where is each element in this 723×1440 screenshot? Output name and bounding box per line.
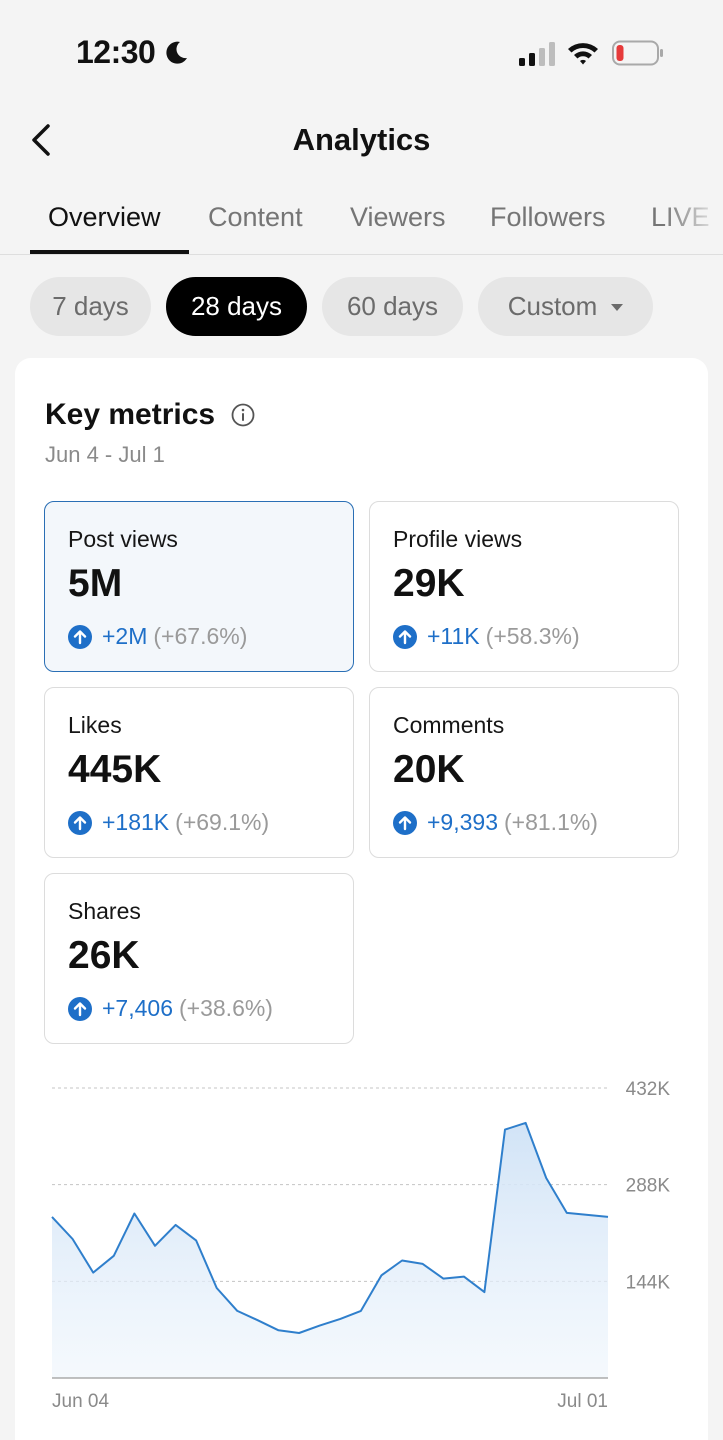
- y-tick-label: 144K: [626, 1272, 671, 1293]
- metric-value: 20K: [393, 748, 465, 791]
- cellular-signal-icon: [519, 42, 555, 66]
- analytics-tabs: Overview Content Viewers Followers LIVE: [0, 180, 723, 255]
- metric-post-views[interactable]: Post views 5M +2M (+67.6%): [44, 501, 354, 672]
- tab-overview[interactable]: Overview: [48, 202, 161, 232]
- status-time: 12:30: [76, 34, 156, 70]
- tabs-fade: [663, 180, 723, 254]
- metric-value: 29K: [393, 562, 465, 605]
- metric-percent: (+81.1%): [504, 809, 598, 835]
- nav-header: Analytics: [0, 100, 723, 180]
- metric-value: 445K: [68, 748, 162, 791]
- metric-likes[interactable]: Likes 445K +181K (+69.1%): [44, 687, 354, 858]
- chip-label: 60 days: [346, 291, 439, 321]
- period-filters: 7 days 28 days 60 days Custom: [0, 277, 723, 337]
- chevron-left-icon[interactable]: [24, 120, 60, 160]
- chip-28-days[interactable]: 28 days: [166, 277, 307, 336]
- metric-label: Post views: [68, 526, 178, 552]
- metric-change: +181K (+69.1%): [68, 809, 269, 836]
- chip-7-days[interactable]: 7 days: [30, 277, 151, 336]
- chip-custom[interactable]: Custom: [478, 277, 653, 336]
- metric-delta: +9,393: [427, 809, 498, 835]
- post-views-chart: 432K 288K 144K Jun 04 Jul 01: [0, 1070, 723, 1440]
- chip-label: Custom: [507, 291, 598, 321]
- arrow-up-circle-icon: [68, 624, 92, 649]
- active-tab-indicator: [30, 250, 189, 254]
- caret-down-icon: [611, 304, 624, 311]
- page-title: Analytics: [292, 122, 431, 157]
- tab-viewers[interactable]: Viewers: [350, 202, 446, 232]
- y-tick-label: 288K: [626, 1176, 671, 1197]
- post-views-area-chart: 432K 288K 144K Jun 04 Jul 01: [51, 1079, 671, 1412]
- metric-comments[interactable]: Comments 20K +9,393 (+81.1%): [369, 687, 679, 858]
- tab-followers[interactable]: Followers: [490, 202, 606, 232]
- arrow-up-circle-icon: [393, 810, 417, 835]
- moon-icon: [166, 41, 187, 64]
- metric-delta: +181K: [102, 809, 170, 835]
- metric-change: +2M (+67.6%): [68, 623, 247, 650]
- metric-percent: (+69.1%): [175, 809, 270, 835]
- y-tick-label: 432K: [626, 1079, 671, 1100]
- metric-label: Shares: [68, 898, 141, 924]
- metric-percent: (+38.6%): [179, 995, 273, 1021]
- chip-label: 28 days: [190, 291, 283, 321]
- info-icon[interactable]: [231, 403, 255, 427]
- metric-delta: +11K: [427, 623, 480, 649]
- metric-delta: +2M: [102, 623, 148, 649]
- metric-value: 26K: [68, 934, 140, 977]
- metric-profile-views[interactable]: Profile views 29K +11K (+58.3%): [369, 501, 679, 672]
- metric-change: +9,393 (+81.1%): [393, 809, 598, 836]
- metric-value: 5M: [68, 562, 123, 605]
- key-metrics-title: Key metrics: [45, 398, 216, 431]
- date-range: Jun 4 - Jul 1: [45, 442, 165, 467]
- metric-percent: (+58.3%): [485, 623, 580, 649]
- metric-change: +7,406 (+38.6%): [68, 995, 273, 1022]
- battery-low-icon: [612, 40, 663, 66]
- status-bar: 12:30: [0, 0, 723, 100]
- wifi-icon: [568, 43, 598, 65]
- chart-area-fill: [52, 1122, 608, 1378]
- x-tick-label-end: Jul 01: [557, 1391, 608, 1412]
- metric-label: Profile views: [393, 526, 523, 552]
- arrow-up-circle-icon: [68, 996, 92, 1021]
- metric-change: +11K (+58.3%): [393, 623, 580, 650]
- chip-label: 7 days: [52, 291, 129, 321]
- metric-label: Comments: [393, 712, 505, 738]
- arrow-up-circle-icon: [68, 810, 92, 835]
- arrow-up-circle-icon: [393, 624, 417, 649]
- metric-label: Likes: [68, 712, 122, 738]
- x-tick-label-start: Jun 04: [52, 1391, 109, 1412]
- metric-percent: (+67.6%): [153, 623, 248, 649]
- tab-content[interactable]: Content: [208, 202, 303, 232]
- chart-series-line: [51, 1121, 609, 1334]
- chip-60-days[interactable]: 60 days: [322, 277, 463, 336]
- metric-shares[interactable]: Shares 26K +7,406 (+38.6%): [44, 873, 354, 1044]
- metric-delta: +7,406: [102, 995, 173, 1021]
